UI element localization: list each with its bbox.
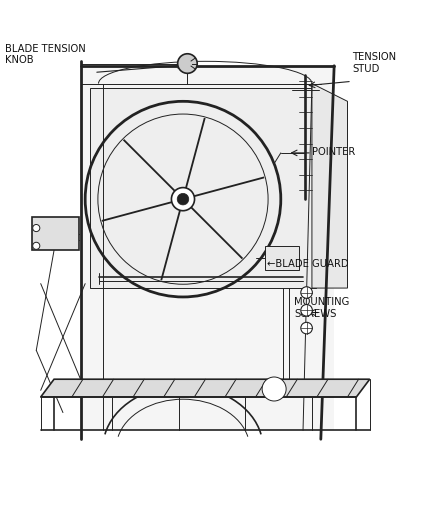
Polygon shape [312,83,347,288]
Bar [32,217,78,250]
Circle shape [33,225,40,232]
Circle shape [301,305,312,316]
Circle shape [262,377,286,401]
Circle shape [33,242,40,249]
Polygon shape [41,379,370,397]
Bar [265,246,298,270]
Circle shape [178,54,197,73]
Polygon shape [81,66,334,430]
Circle shape [177,193,189,205]
Circle shape [301,322,312,334]
Text: ←BLADE GUARD: ←BLADE GUARD [268,259,349,269]
Polygon shape [90,88,316,288]
Text: TENSION
STUD: TENSION STUD [352,53,396,74]
Text: MOUNTING
SCREWS: MOUNTING SCREWS [294,297,350,319]
Text: POINTER: POINTER [312,147,355,158]
Text: BLADE TENSION
KNOB: BLADE TENSION KNOB [5,43,86,65]
Circle shape [171,187,194,211]
Circle shape [301,287,312,298]
